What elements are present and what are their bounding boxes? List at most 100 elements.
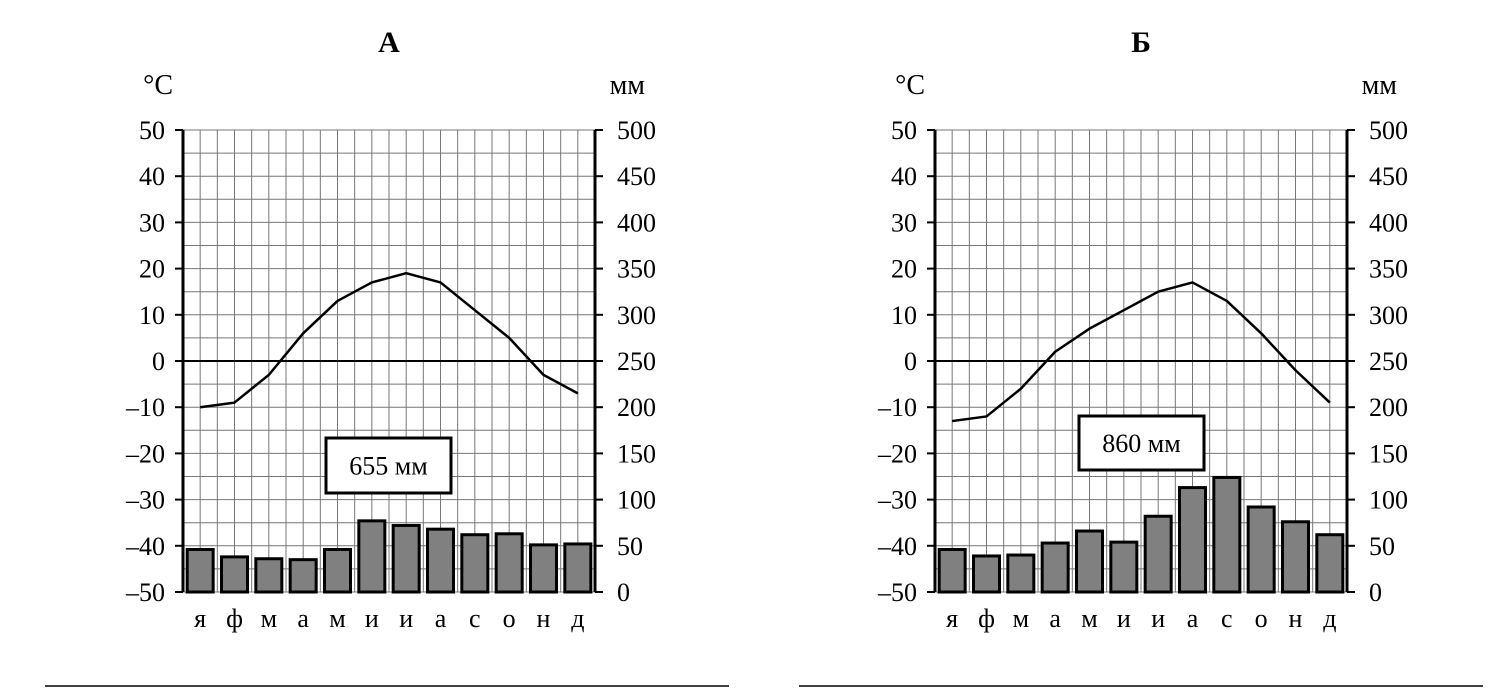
precipitation-bar	[220, 555, 249, 594]
month-label: ф	[226, 604, 243, 633]
month-label: а	[297, 604, 309, 633]
precipitation-tick-label: 500	[1369, 116, 1408, 145]
temperature-tick-label: 0	[904, 347, 917, 376]
precipitation-tick-label: 50	[617, 532, 643, 561]
precipitation-tick-label: 100	[617, 486, 656, 515]
total-precipitation-box	[324, 436, 453, 495]
precipitation-bar	[185, 547, 215, 594]
temperature-line	[951, 281, 1331, 423]
precipitation-bar	[563, 542, 593, 594]
temperature-tick-label: 30	[139, 208, 165, 237]
month-label: с	[1221, 604, 1233, 633]
temperature-tick-label: 40	[891, 162, 917, 191]
precipitation-tick-label: 300	[1369, 301, 1408, 330]
precipitation-bar	[529, 543, 558, 594]
precipitation-axis-unit: мм	[1362, 70, 1398, 101]
precipitation-bar	[1006, 553, 1036, 594]
temperature-tick-label: 30	[891, 208, 917, 237]
month-label: д	[1323, 604, 1336, 633]
temperature-tick-label: 20	[139, 255, 165, 284]
temperature-tick-label: –50	[877, 578, 917, 607]
precipitation-tick-label: 200	[617, 393, 656, 422]
temperature-tick-label: 50	[891, 116, 917, 145]
month-label: м	[261, 604, 277, 633]
precipitation-tick-label: 450	[617, 162, 656, 191]
precipitation-tick-label: 150	[617, 439, 656, 468]
precipitation-tick-label: 0	[617, 578, 630, 607]
month-label: я	[194, 604, 206, 633]
temperature-line	[199, 271, 579, 409]
month-label: н	[537, 604, 551, 633]
month-label: м	[329, 604, 345, 633]
climate-chart-a: А°C мм50403020100–10–20–30–40–50500450400…	[125, 26, 656, 633]
precipitation-bar	[460, 533, 490, 594]
precipitation-tick-label: 300	[617, 301, 656, 330]
total-precipitation-box	[1077, 414, 1206, 472]
precipitation-bar	[254, 557, 284, 594]
month-label: н	[1289, 604, 1303, 633]
month-label: д	[571, 604, 584, 633]
precipitation-tick-label: 100	[1369, 486, 1408, 515]
month-label: я	[946, 604, 958, 633]
temperature-tick-label: –40	[125, 532, 165, 561]
precipitation-tick-label: 500	[617, 116, 656, 145]
precipitation-bar	[288, 558, 318, 594]
temperature-axis-unit: °C	[895, 70, 925, 101]
precipitation-bar	[1178, 486, 1207, 594]
precipitation-bar	[494, 532, 524, 594]
precipitation-tick-label: 50	[1369, 532, 1395, 561]
precipitation-bar	[972, 554, 1001, 594]
precipitation-bar	[1040, 541, 1070, 594]
month-label: и	[1117, 604, 1131, 633]
temperature-tick-label: –10	[125, 393, 165, 422]
temperature-axis-unit: °C	[143, 70, 173, 101]
precipitation-bar	[357, 519, 387, 594]
precipitation-bar	[1109, 540, 1139, 594]
month-label: м	[1081, 604, 1097, 633]
precipitation-bar	[1315, 533, 1345, 594]
temperature-tick-label: –30	[877, 486, 917, 515]
precipitation-tick-label: 350	[1369, 255, 1408, 284]
chart-title: А	[378, 26, 400, 59]
precipitation-axis-unit: мм	[610, 70, 646, 101]
precipitation-tick-label: 250	[617, 347, 656, 376]
precipitation-tick-label: 250	[1369, 347, 1408, 376]
month-label: а	[435, 604, 447, 633]
month-label: о	[503, 604, 516, 633]
total-precipitation-label: 860 мм	[1102, 429, 1180, 458]
month-label: м	[1013, 604, 1029, 633]
precipitation-bar	[937, 547, 967, 594]
temperature-tick-label: 20	[891, 255, 917, 284]
temperature-tick-label: –20	[877, 439, 917, 468]
temperature-tick-label: 40	[139, 162, 165, 191]
chart-title: Б	[1131, 26, 1151, 59]
month-label: и	[365, 604, 379, 633]
precipitation-bar	[1075, 529, 1104, 594]
precipitation-tick-label: 400	[617, 208, 656, 237]
climate-chart-b: Б°C мм50403020100–10–20–30–40–50500450400…	[877, 26, 1408, 633]
precipitation-tick-label: 0	[1369, 578, 1382, 607]
month-label: о	[1255, 604, 1268, 633]
precipitation-bar	[391, 523, 421, 594]
month-label: и	[1151, 604, 1165, 633]
precipitation-tick-label: 150	[1369, 439, 1408, 468]
temperature-tick-label: –40	[877, 532, 917, 561]
precipitation-bar	[323, 547, 352, 594]
temperature-tick-label: 10	[139, 301, 165, 330]
precipitation-tick-label: 450	[1369, 162, 1408, 191]
precipitation-tick-label: 400	[1369, 208, 1408, 237]
precipitation-bar	[1281, 520, 1310, 594]
temperature-tick-label: –30	[125, 486, 165, 515]
month-label: а	[1187, 604, 1199, 633]
precipitation-bar	[1246, 505, 1276, 594]
precipitation-tick-label: 200	[1369, 393, 1408, 422]
temperature-tick-label: –50	[125, 578, 165, 607]
month-label: а	[1049, 604, 1061, 633]
temperature-tick-label: 10	[891, 301, 917, 330]
precipitation-tick-label: 350	[617, 255, 656, 284]
precipitation-bar	[426, 527, 455, 594]
temperature-tick-label: 50	[139, 116, 165, 145]
temperature-tick-label: 0	[152, 347, 165, 376]
precipitation-bar	[1143, 514, 1173, 594]
